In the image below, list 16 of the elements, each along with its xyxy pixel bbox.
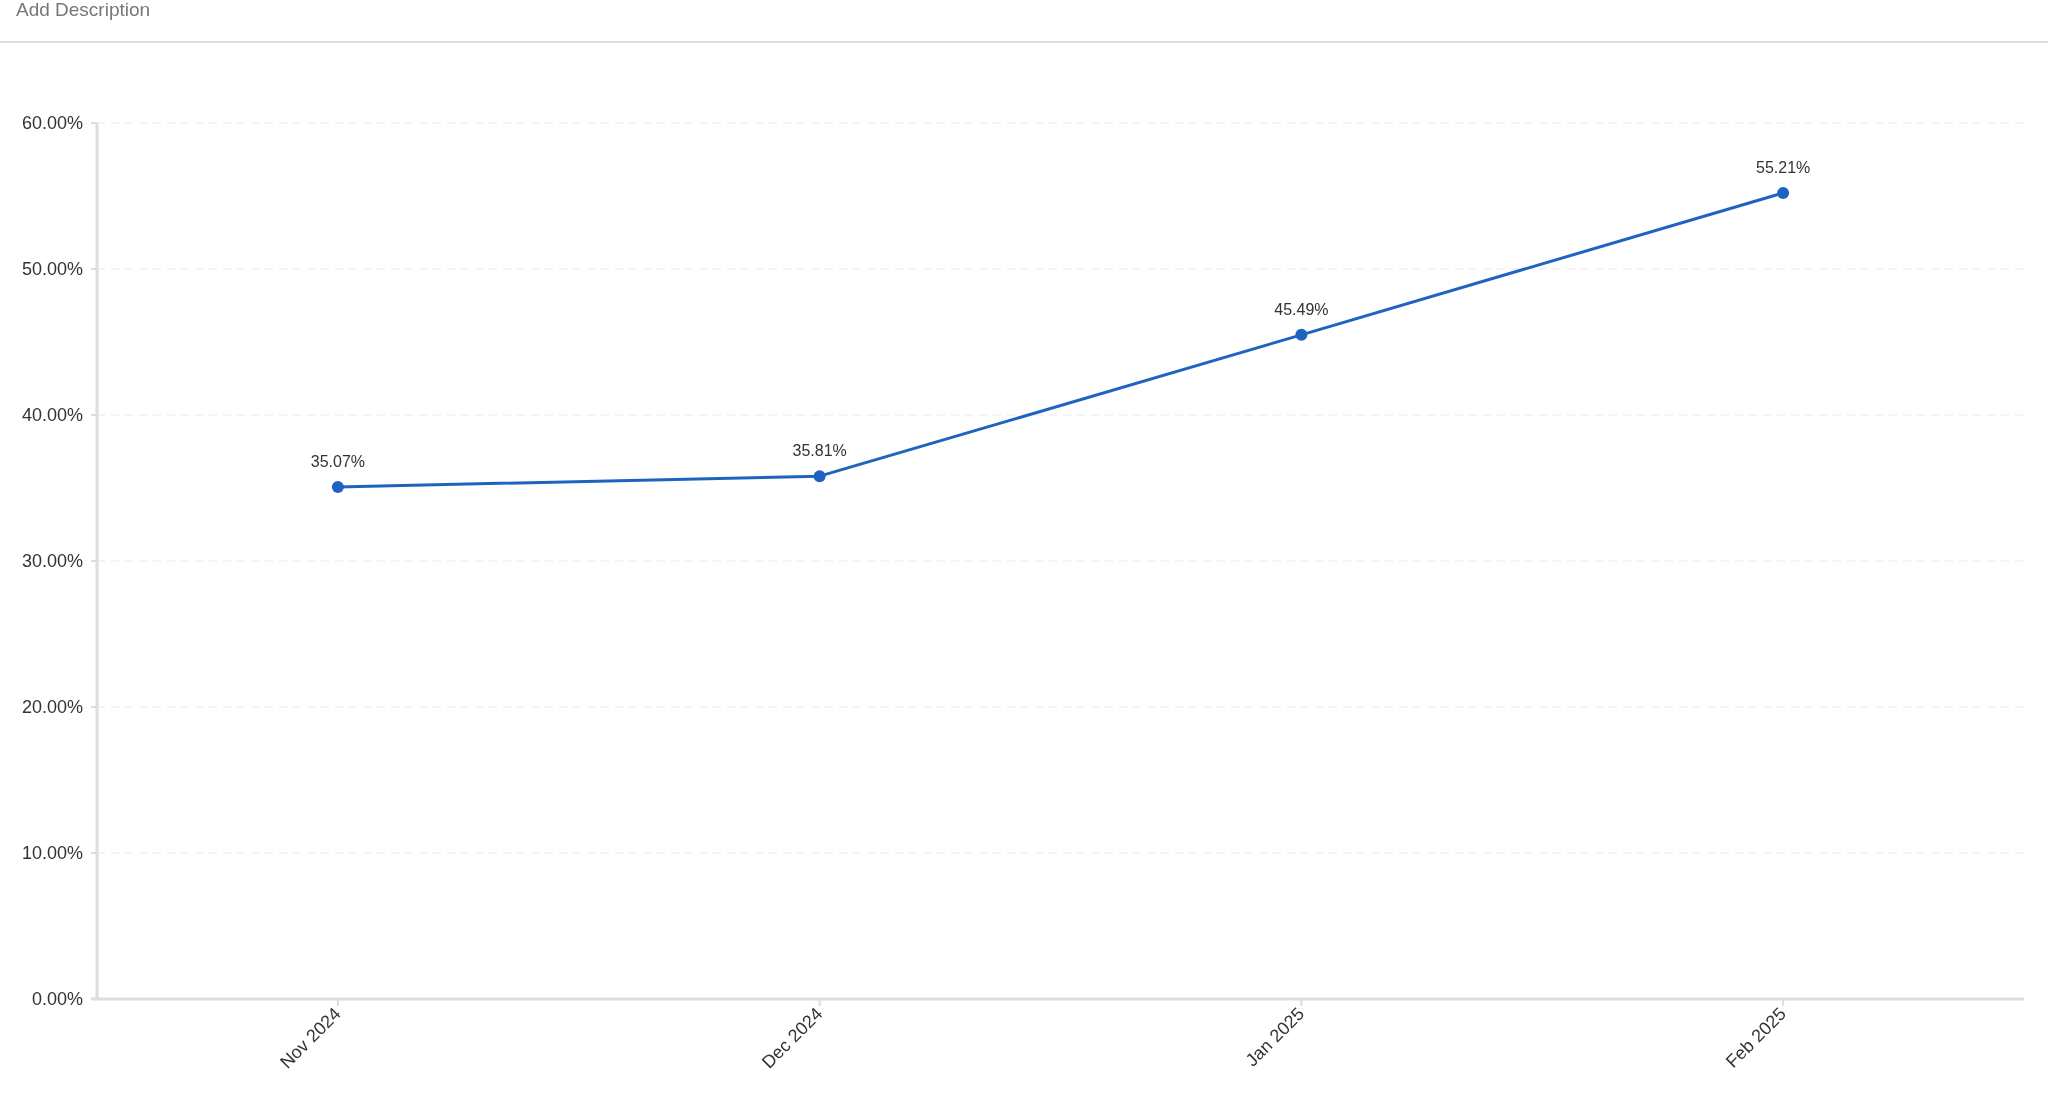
y-tick-label: 10.00% xyxy=(21,843,83,864)
point xyxy=(813,470,826,483)
y-tick-label: 30.00% xyxy=(21,551,83,572)
data-label: 35.07% xyxy=(310,452,366,470)
data-label: 35.81% xyxy=(792,442,847,460)
point xyxy=(331,480,344,493)
data-label: 55.21% xyxy=(1755,158,1811,176)
point xyxy=(1295,328,1308,341)
y-tick-label: 40.00% xyxy=(21,405,83,426)
y-tick-label: 20.00% xyxy=(21,697,83,718)
chart-subtitle: Add Description xyxy=(16,0,151,20)
point xyxy=(1777,186,1790,199)
y-tick-label: 60.00% xyxy=(21,113,83,134)
y-tick-label: 0.00% xyxy=(31,989,83,1010)
y-tick-label: 50.00% xyxy=(21,259,83,280)
data-label: 45.49% xyxy=(1274,300,1329,318)
